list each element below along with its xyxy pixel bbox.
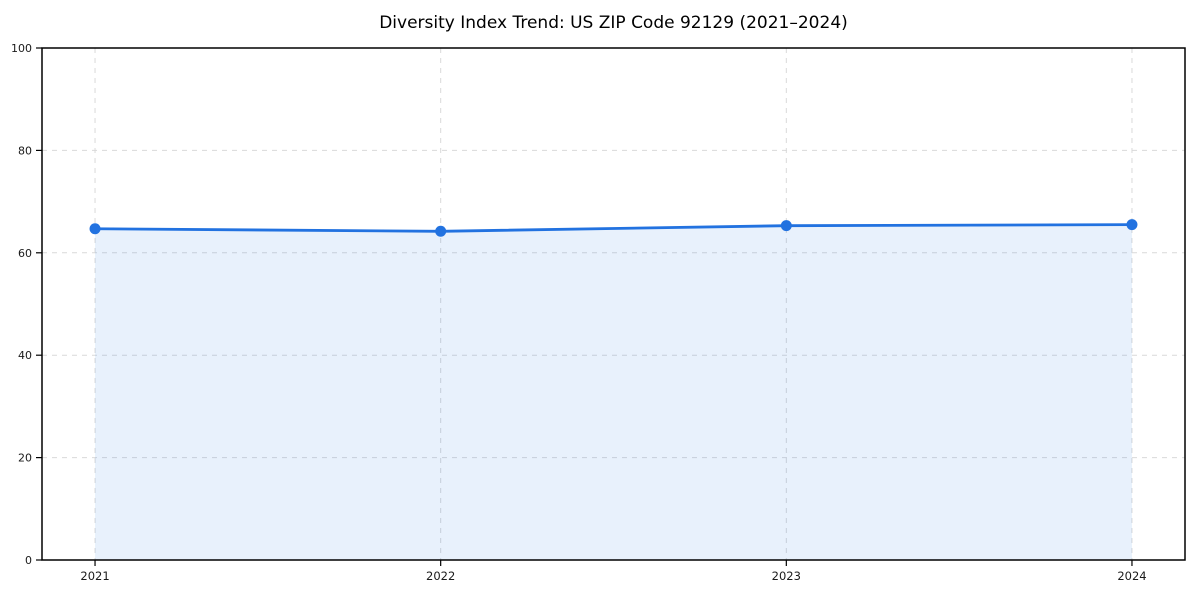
- y-tick-label: 40: [18, 349, 32, 362]
- area-fill: [95, 224, 1132, 560]
- x-tick-label: 2024: [1117, 569, 1146, 583]
- chart-title: Diversity Index Trend: US ZIP Code 92129…: [379, 13, 848, 33]
- y-tick-label: 60: [18, 247, 32, 260]
- y-tick-label: 100: [11, 42, 32, 55]
- data-point-marker: [89, 223, 101, 235]
- x-tick-label: 2022: [426, 569, 455, 583]
- y-tick-label: 0: [25, 554, 32, 567]
- y-tick-label: 80: [18, 144, 32, 157]
- trend-line: [93, 223, 1134, 233]
- data-point-marker: [435, 225, 447, 237]
- x-tick-label: 2023: [772, 569, 801, 583]
- data-point-marker: [780, 220, 792, 232]
- plot-border: [41, 47, 1186, 561]
- x-tick-label: 2021: [80, 569, 109, 583]
- data-point-marker: [1126, 219, 1138, 231]
- y-tick-label: 20: [18, 452, 32, 465]
